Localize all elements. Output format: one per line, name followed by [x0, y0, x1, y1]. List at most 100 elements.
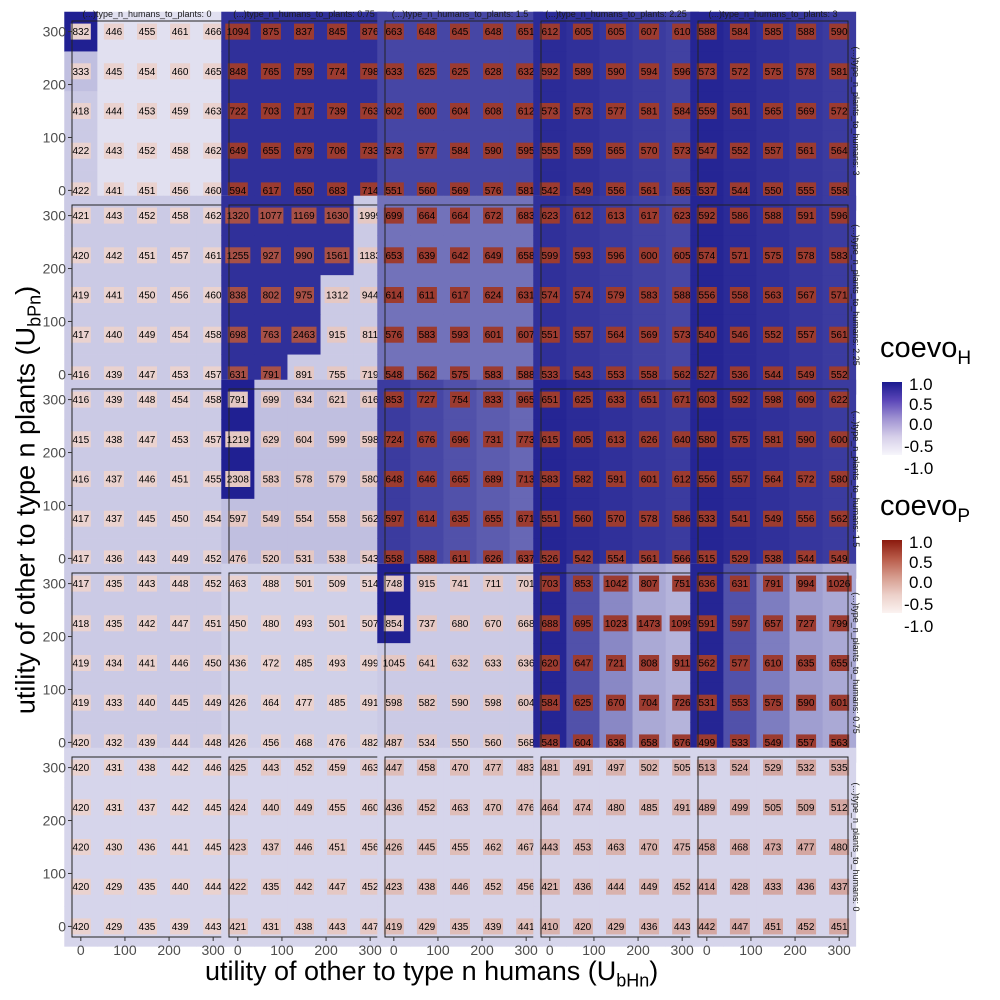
value-label-box — [227, 510, 248, 527]
value-label-box — [70, 655, 91, 671]
value-label: 572 — [798, 475, 815, 486]
value-label: 544 — [765, 370, 782, 381]
value-label-box — [360, 63, 381, 80]
value-label: 442 — [172, 763, 189, 774]
value-label: 623 — [541, 211, 558, 222]
value-label-box — [294, 431, 314, 448]
value-label: 477 — [485, 763, 502, 774]
value-label: 614 — [385, 291, 402, 302]
value-label: 470 — [641, 843, 658, 854]
value-label-box — [729, 575, 750, 592]
value-label-box — [260, 734, 281, 751]
value-label: 477 — [798, 843, 815, 854]
value-label: 440 — [106, 330, 123, 341]
value-label-box — [294, 366, 314, 383]
value-label-box — [327, 918, 348, 935]
value-label-box — [603, 575, 629, 592]
value-label: 604 — [518, 698, 535, 709]
value-label: 417 — [72, 330, 89, 341]
value-label-box — [227, 287, 248, 303]
value-label: 650 — [296, 186, 313, 197]
value-label: 635 — [452, 514, 469, 525]
value-label-box — [203, 142, 224, 159]
value-label: 2463 — [293, 330, 316, 341]
value-label-box — [383, 142, 404, 159]
value-label: 438 — [419, 882, 436, 893]
value-label: 615 — [541, 435, 558, 446]
column-strip-label: (...)type_n_humans_to_plants: 2.25 — [545, 9, 687, 19]
value-label-box — [416, 287, 437, 303]
value-label: 473 — [765, 843, 782, 854]
value-label: 438 — [139, 763, 156, 774]
value-label: 598 — [485, 698, 502, 709]
value-label: 671 — [518, 514, 535, 525]
value-label: 683 — [518, 211, 535, 222]
value-label: 453 — [575, 843, 592, 854]
value-label-box — [796, 182, 817, 199]
value-label-box — [450, 182, 470, 199]
value-label-box — [416, 878, 437, 895]
value-label-box — [829, 431, 850, 448]
value-label-box — [383, 575, 404, 592]
value-label: 624 — [485, 291, 502, 302]
value-label-box — [170, 550, 191, 567]
value-label: 455 — [452, 843, 469, 854]
value-label: 442 — [698, 922, 715, 933]
value-label-box — [516, 734, 537, 751]
value-label-box — [829, 23, 850, 40]
value-label: 450 — [229, 619, 246, 630]
value-label: 648 — [419, 27, 436, 38]
value-label: 610 — [765, 659, 782, 670]
value-label: 443 — [139, 554, 156, 565]
value-label-box — [103, 615, 124, 632]
value-label-box — [796, 431, 817, 448]
x-axis-tick-label: 100 — [113, 942, 137, 958]
value-label: 438 — [296, 922, 313, 933]
value-label: 636 — [518, 659, 535, 670]
value-label-box — [729, 431, 750, 448]
value-label-box — [763, 63, 783, 80]
value-label: 588 — [674, 291, 691, 302]
legend-h-tick: 0.5 — [909, 395, 933, 414]
value-label-box — [227, 918, 248, 935]
value-label-box — [606, 207, 626, 224]
value-label-box — [606, 142, 626, 159]
value-label: 561 — [641, 554, 658, 565]
value-label-box — [383, 615, 404, 632]
value-label: 583 — [419, 330, 436, 341]
value-label: 713 — [518, 475, 535, 486]
value-label-box — [357, 247, 383, 264]
value-label: 588 — [419, 554, 436, 565]
value-label: 604 — [452, 107, 469, 118]
value-label-box — [729, 918, 750, 935]
value-label-box — [829, 878, 850, 895]
value-label-box — [227, 799, 248, 816]
value-label: 533 — [541, 370, 558, 381]
value-label-box — [672, 694, 693, 711]
value-label-box — [483, 326, 504, 343]
value-label: 676 — [674, 738, 691, 749]
value-label-box — [383, 918, 404, 935]
value-label-box — [483, 103, 504, 119]
value-label: 410 — [541, 922, 558, 933]
value-label: 653 — [385, 251, 402, 262]
value-label-box — [227, 391, 248, 408]
value-label: 586 — [674, 514, 691, 525]
value-label-box — [796, 63, 817, 80]
value-label: 739 — [329, 107, 346, 118]
value-label: 645 — [452, 27, 469, 38]
value-label-box — [203, 550, 224, 567]
value-label: 437 — [106, 514, 123, 525]
value-label: 614 — [419, 514, 436, 525]
value-label: 455 — [139, 27, 156, 38]
value-label-box — [227, 655, 248, 671]
value-label: 546 — [732, 330, 749, 341]
value-label-box — [539, 326, 560, 343]
value-label-box — [606, 734, 626, 751]
value-label-box — [416, 23, 437, 40]
value-label-box — [70, 615, 91, 632]
value-label: 456 — [362, 843, 379, 854]
value-label: 612 — [575, 211, 592, 222]
value-label-box — [516, 799, 537, 816]
value-label: 512 — [831, 803, 848, 814]
